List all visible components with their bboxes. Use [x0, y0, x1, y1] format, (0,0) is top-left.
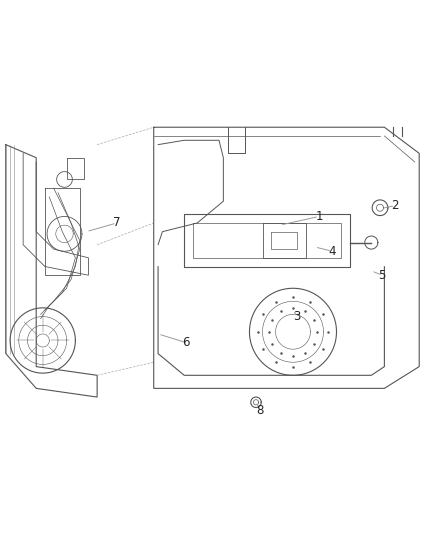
Text: 5: 5: [378, 269, 386, 282]
Text: 3: 3: [293, 310, 301, 323]
Text: 4: 4: [328, 245, 336, 258]
Text: 2: 2: [392, 199, 399, 212]
Text: 6: 6: [183, 336, 190, 349]
Text: 8: 8: [257, 405, 264, 417]
Text: 7: 7: [113, 216, 120, 230]
Text: 1: 1: [315, 210, 323, 223]
